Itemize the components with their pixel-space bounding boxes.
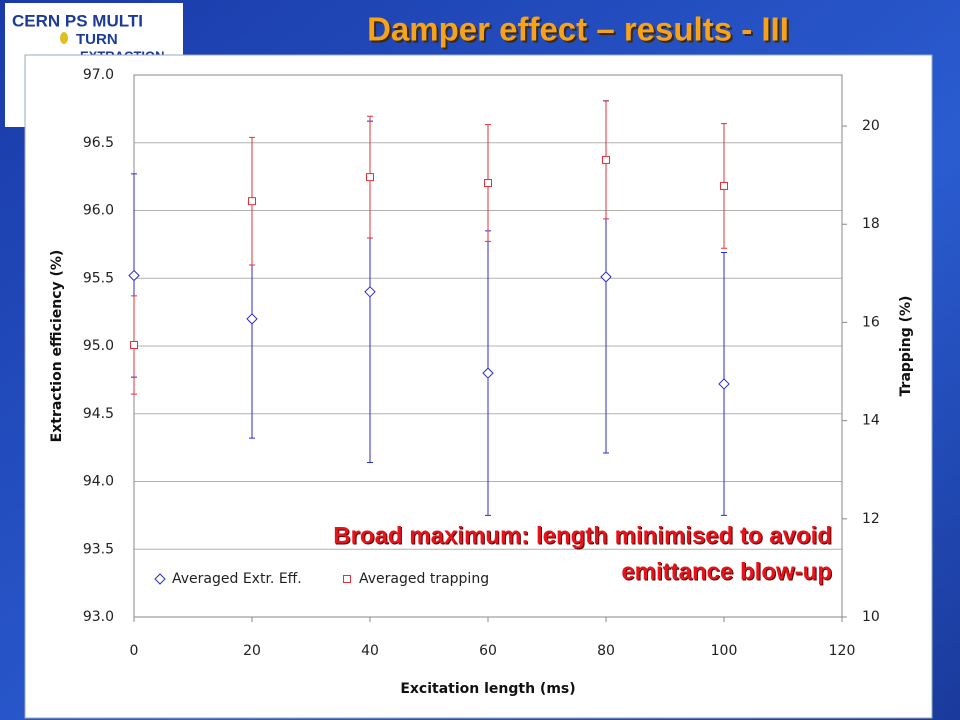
y-tick-label: 94.5 xyxy=(83,406,114,422)
x-tick-label: 120 xyxy=(829,643,856,659)
annotation: emittance blow-up xyxy=(621,558,832,585)
y-tick-label: 93.5 xyxy=(83,541,114,557)
x-tick-label: 20 xyxy=(243,643,261,659)
annotation: Broad maximum: length minimised to avoid xyxy=(333,522,832,549)
y-axis-label: Extraction efficiency (%) xyxy=(49,250,65,443)
marker xyxy=(130,341,138,350)
marker xyxy=(154,573,166,585)
x-tick-label: 100 xyxy=(711,643,738,659)
y-tick-label: 93.0 xyxy=(83,609,114,625)
marker xyxy=(128,269,140,282)
y2-axis-label: Trapping (%) xyxy=(898,296,914,397)
y-tick-label: 97.0 xyxy=(83,67,114,83)
legend-label: Averaged trapping xyxy=(359,571,489,587)
logo-line: CERN PS MULTI xyxy=(12,11,143,30)
y2-tick-label: 10 xyxy=(862,609,880,625)
y2-tick-label: 18 xyxy=(862,216,880,232)
marker xyxy=(484,179,492,188)
slide-title: Damper effect – results - III xyxy=(367,11,789,48)
logo-icon xyxy=(60,32,68,44)
marker xyxy=(246,313,258,325)
chart-area xyxy=(24,54,933,719)
marker xyxy=(343,575,351,583)
legend-label: Averaged Extr. Eff. xyxy=(172,571,302,587)
marker xyxy=(602,155,610,164)
y2-tick-label: 14 xyxy=(862,413,880,429)
marker xyxy=(366,173,374,182)
y-tick-label: 95.5 xyxy=(83,270,114,286)
y2-tick-label: 12 xyxy=(862,511,880,527)
x-tick-label: 60 xyxy=(479,643,497,659)
y-tick-label: 94.0 xyxy=(83,474,114,490)
marker xyxy=(600,271,612,283)
marker xyxy=(720,181,728,190)
y2-tick-label: 20 xyxy=(862,118,880,134)
y-tick-label: 95.0 xyxy=(83,338,114,354)
y2-tick-label: 16 xyxy=(862,314,880,330)
marker xyxy=(364,286,376,298)
logo-line: TURN xyxy=(76,31,118,48)
x-tick-label: 80 xyxy=(597,643,615,659)
x-tick-label: 0 xyxy=(130,643,139,659)
marker xyxy=(718,378,730,390)
x-axis-label: Excitation length (ms) xyxy=(400,681,575,697)
y-tick-label: 96.5 xyxy=(83,135,114,151)
x-tick-label: 40 xyxy=(361,643,379,659)
marker xyxy=(482,367,494,379)
marker xyxy=(248,197,256,206)
y-tick-label: 96.0 xyxy=(83,203,114,219)
